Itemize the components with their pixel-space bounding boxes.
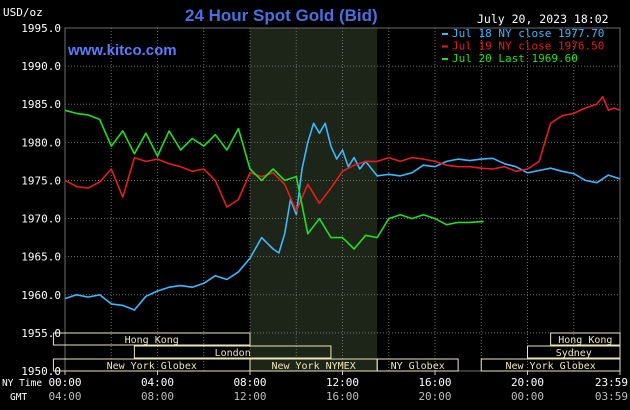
y-tick-label: 1990.0 xyxy=(21,60,61,73)
x-tick-label-gmt: 20:00 xyxy=(418,390,451,403)
session-box xyxy=(52,332,251,346)
x-tick-label-gmt: 16:00 xyxy=(326,390,359,403)
plot-area: 1950.0 1955.0 1960.0 1965.0 1970.0 1975.0 1980… xyxy=(21,22,621,378)
legend-entry: Jul 20 Last 1969.60 xyxy=(452,52,578,65)
kitco-watermark: www.kitco.com xyxy=(67,42,177,59)
session-label: New York Globex xyxy=(505,361,595,372)
y-tick-label: 1970.0 xyxy=(21,213,61,226)
ny-time-axis-label: NY Time xyxy=(2,378,42,389)
time-axis: 00:0004:0004:0008:0008:0012:0012:0016:00… xyxy=(48,371,628,403)
x-tick-label-ny: 12:00 xyxy=(326,376,359,389)
x-tick-label-gmt: 00:00 xyxy=(511,390,544,403)
y-tick-label: 1955.0 xyxy=(21,327,61,340)
x-tick-label-ny: 20:00 xyxy=(511,376,544,389)
x-tick-label-gmt: 08:00 xyxy=(141,390,174,403)
x-tick-label-gmt: 03:59 xyxy=(595,390,628,403)
y-tick-label: 1965.0 xyxy=(21,251,61,264)
legend-entry: Jul 19 NY close 1976.50 xyxy=(452,40,604,53)
series-line-3 xyxy=(64,109,484,250)
session-box xyxy=(133,345,332,359)
x-tick-label-ny: 23:59 xyxy=(595,376,628,389)
x-tick-label-gmt: 12:00 xyxy=(233,390,266,403)
x-tick-label-ny: 04:00 xyxy=(141,376,174,389)
x-tick-label-ny: 00:00 xyxy=(48,376,81,389)
y-tick-label: 1975.0 xyxy=(21,174,61,187)
session-label: NY Globex xyxy=(391,361,445,372)
y-tick-label: 1950.0 xyxy=(21,365,61,378)
y-tick-label: 1995.0 xyxy=(21,22,61,35)
chart-title: 24 Hour Spot Gold (Bid) xyxy=(185,6,378,25)
y-tick-label: 1985.0 xyxy=(21,98,61,111)
y-tick-label: 1980.0 xyxy=(21,136,61,149)
x-tick-label-ny: 16:00 xyxy=(418,376,451,389)
series-line-1 xyxy=(64,122,621,311)
session-box xyxy=(376,358,459,372)
chart-timestamp: July 20, 2023 18:02 xyxy=(477,12,609,26)
gmt-axis-label: GMT xyxy=(10,392,27,403)
units-label: USD/oz xyxy=(3,6,43,19)
session-box xyxy=(550,332,621,346)
legend-entry: Jul 18 NY close 1977.70 xyxy=(452,27,604,40)
session-label: Hong Kong xyxy=(558,335,612,346)
session-box xyxy=(527,345,621,359)
nymex-session-shading xyxy=(250,28,378,371)
session-label: Hong Kong xyxy=(125,335,179,346)
y-tick-label: 1960.0 xyxy=(21,289,61,302)
x-tick-label-gmt: 04:00 xyxy=(48,390,81,403)
session-label: New York NYMEX xyxy=(271,361,355,372)
market-sessions: Hong Kong Hong Kong London Sydney New York G… xyxy=(52,332,621,372)
session-label: New York Globex xyxy=(107,361,197,372)
session-label: London xyxy=(215,348,251,359)
session-box xyxy=(480,358,621,372)
session-label: Sydney xyxy=(556,348,592,359)
x-tick-label-ny: 08:00 xyxy=(233,376,266,389)
series-line-2 xyxy=(64,95,621,212)
